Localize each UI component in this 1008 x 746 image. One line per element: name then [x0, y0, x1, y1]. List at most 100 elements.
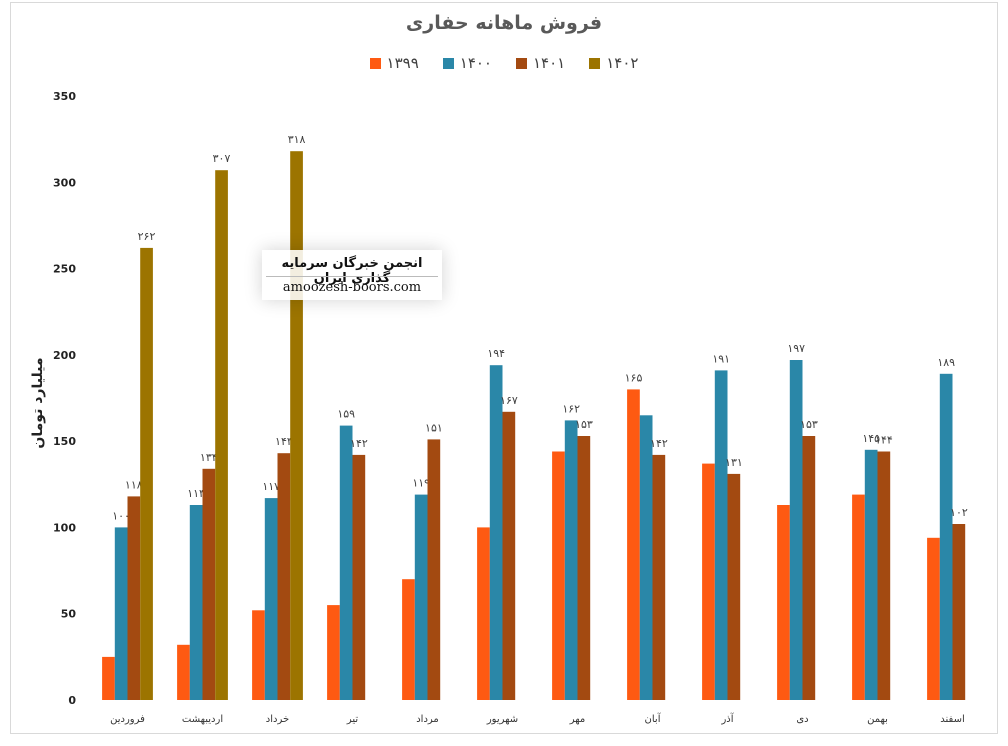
bar	[264, 498, 278, 700]
x-tick-label: اردیبهشت	[182, 714, 223, 725]
data-label: ۱۱۷	[262, 480, 280, 493]
watermark-url: amoozesh-boors.com	[282, 280, 422, 295]
bar	[402, 579, 415, 700]
x-tick-label: تیر	[346, 714, 359, 725]
x-tick-label: خرداد	[266, 714, 289, 725]
bar	[339, 425, 353, 700]
bar	[552, 451, 565, 700]
data-label: ۱۳۴	[200, 451, 218, 464]
bar	[290, 151, 303, 700]
x-tick-label: آذر	[720, 712, 734, 725]
x-tick-label: دی	[796, 714, 808, 725]
legend-label: ۱۴۰۰	[459, 54, 492, 72]
data-label: ۱۹۷	[787, 342, 805, 355]
x-tick-label: مهر	[569, 714, 585, 725]
x-tick-label: فروردین	[110, 714, 145, 725]
bar	[652, 454, 666, 700]
watermark: انجمن خبرگان سرمایه گذاری ایران amoozesh…	[262, 250, 442, 300]
x-tick-label: آبان	[645, 712, 662, 725]
bar	[877, 451, 891, 700]
bar	[215, 170, 228, 700]
bar	[102, 656, 115, 700]
bar	[127, 496, 141, 700]
bar	[352, 454, 366, 700]
data-label: ۱۱۹	[412, 477, 430, 490]
data-label: ۱۹۴	[487, 347, 505, 360]
x-tick-label: بهمن	[867, 714, 888, 725]
bar	[802, 436, 816, 700]
legend-label: ۱۴۰۲	[606, 54, 639, 72]
legend-item: ۱۳۹۹	[369, 54, 419, 72]
bar	[777, 505, 790, 700]
data-label: ۲۶۲	[138, 230, 156, 243]
bar	[627, 389, 640, 700]
y-tick-label: 50	[61, 608, 77, 621]
data-label: ۱۴۲	[650, 437, 668, 450]
data-label: ۱۱۸	[125, 478, 143, 491]
bar	[202, 468, 216, 700]
data-label: ۱۶۵	[625, 371, 643, 384]
data-label: ۱۳۱	[725, 456, 743, 469]
legend-swatch	[589, 57, 601, 69]
bar	[189, 505, 203, 700]
legend-swatch	[516, 57, 527, 69]
chart-frame	[10, 2, 998, 734]
legend-label: ۱۳۹۹	[386, 54, 419, 72]
data-label: ۳۰۷	[213, 152, 231, 165]
bar	[852, 494, 865, 700]
y-tick-label: 300	[53, 176, 76, 189]
bar	[864, 449, 878, 700]
watermark-divider	[266, 276, 438, 277]
y-tick-label: 200	[53, 349, 76, 362]
data-label: ۱۱۳	[187, 487, 205, 500]
data-label: ۱۰۲	[950, 506, 968, 519]
bar	[639, 415, 653, 700]
x-tick-label: مرداد	[416, 714, 439, 725]
data-label: ۱۵۹	[337, 408, 355, 421]
data-label: ۱۹۱	[712, 352, 730, 365]
watermark-org-name: انجمن خبرگان سرمایه گذاری ایران	[281, 256, 423, 286]
y-tick-label: 250	[53, 263, 76, 276]
legend: ۱۳۹۹ ۱۴۰۰ ۱۴۰۱ ۱۴۰۲	[0, 54, 1008, 72]
y-tick-label: 0	[68, 694, 76, 707]
bar	[727, 473, 741, 700]
bar	[114, 527, 128, 700]
data-label: ۱۸۹	[937, 356, 955, 369]
legend-item: ۱۴۰۱	[516, 54, 565, 72]
bar	[477, 527, 490, 700]
y-tick-label: 100	[53, 521, 76, 534]
bar	[577, 436, 591, 700]
bar	[789, 360, 803, 700]
data-label: ۱۴۳	[275, 435, 293, 448]
chart-title: فروش ماهانه حفاری	[405, 12, 603, 34]
legend-item: ۱۴۰۲	[589, 54, 638, 72]
bar	[502, 411, 516, 700]
bar	[564, 420, 578, 700]
data-label: ۱۵۳	[575, 418, 593, 431]
bar	[414, 494, 428, 700]
data-label: ۱۵۱	[425, 421, 443, 434]
bar	[252, 610, 265, 700]
data-label: ۱۶۷	[500, 394, 518, 407]
bar	[489, 365, 503, 700]
data-label: ۱۵۳	[800, 418, 818, 431]
bar	[702, 463, 715, 700]
data-label: ۱۴۲	[350, 437, 368, 450]
data-label: ۱۴۴	[875, 434, 893, 447]
legend-item: ۱۴۰۰	[442, 54, 492, 72]
data-label: ۱۰۰	[112, 509, 130, 522]
bar	[927, 537, 940, 700]
x-tick-label: شهریور	[486, 714, 518, 725]
bar	[714, 370, 728, 700]
legend-swatch	[442, 57, 454, 69]
y-tick-label: 150	[53, 435, 76, 448]
bar	[177, 644, 190, 700]
data-label: ۱۴۵	[862, 432, 880, 445]
data-label: ۳۱۸	[288, 133, 306, 146]
bar	[427, 439, 441, 700]
bar	[277, 453, 291, 700]
bar	[327, 605, 340, 700]
y-tick-label: 350	[53, 90, 76, 103]
bar	[140, 247, 153, 700]
